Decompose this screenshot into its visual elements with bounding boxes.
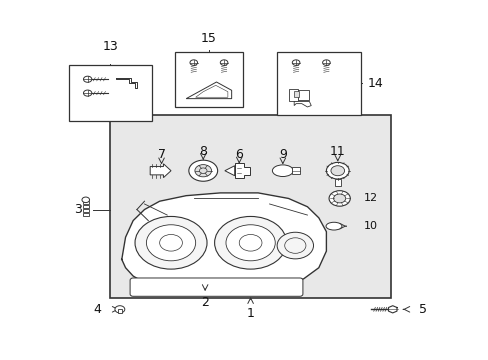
Text: 9: 9	[278, 148, 286, 161]
Text: 10: 10	[364, 221, 378, 231]
Bar	[82, 209, 89, 212]
Bar	[277, 51, 360, 115]
Circle shape	[115, 306, 124, 313]
Polygon shape	[150, 164, 171, 177]
Bar	[288, 89, 297, 102]
Bar	[82, 205, 89, 208]
Bar	[82, 213, 89, 216]
Text: 7: 7	[157, 148, 165, 161]
Bar	[291, 167, 300, 174]
Polygon shape	[186, 82, 231, 99]
Circle shape	[328, 191, 349, 206]
Polygon shape	[122, 193, 326, 293]
FancyBboxPatch shape	[130, 278, 302, 296]
Text: 8: 8	[199, 145, 207, 158]
Circle shape	[146, 225, 195, 261]
Polygon shape	[224, 166, 234, 176]
Bar	[68, 66, 152, 121]
Circle shape	[135, 216, 206, 269]
Text: 6: 6	[235, 148, 243, 161]
Bar	[294, 91, 298, 97]
Ellipse shape	[272, 165, 293, 176]
Text: 13: 13	[102, 40, 118, 53]
Bar	[334, 179, 340, 186]
Polygon shape	[387, 306, 396, 313]
Text: 14: 14	[367, 77, 383, 90]
Bar	[175, 51, 243, 107]
Text: 1: 1	[246, 307, 254, 320]
Circle shape	[330, 166, 344, 176]
Text: 12: 12	[364, 193, 378, 203]
Circle shape	[214, 216, 286, 269]
Bar	[297, 90, 309, 100]
Bar	[118, 309, 122, 313]
Polygon shape	[294, 102, 311, 107]
Circle shape	[82, 197, 89, 203]
Text: 2: 2	[201, 296, 209, 309]
Circle shape	[195, 165, 211, 177]
Text: 11: 11	[329, 145, 345, 158]
Circle shape	[225, 225, 275, 261]
Polygon shape	[234, 163, 249, 179]
Text: 5: 5	[418, 303, 427, 316]
Bar	[110, 115, 390, 298]
Circle shape	[333, 194, 345, 203]
Polygon shape	[116, 78, 137, 87]
Text: 4: 4	[93, 303, 101, 316]
Bar	[82, 201, 89, 204]
Text: 3: 3	[74, 203, 82, 216]
Circle shape	[188, 160, 217, 181]
Circle shape	[277, 232, 313, 259]
Text: 15: 15	[201, 32, 216, 45]
Ellipse shape	[325, 222, 341, 230]
Circle shape	[326, 162, 348, 179]
